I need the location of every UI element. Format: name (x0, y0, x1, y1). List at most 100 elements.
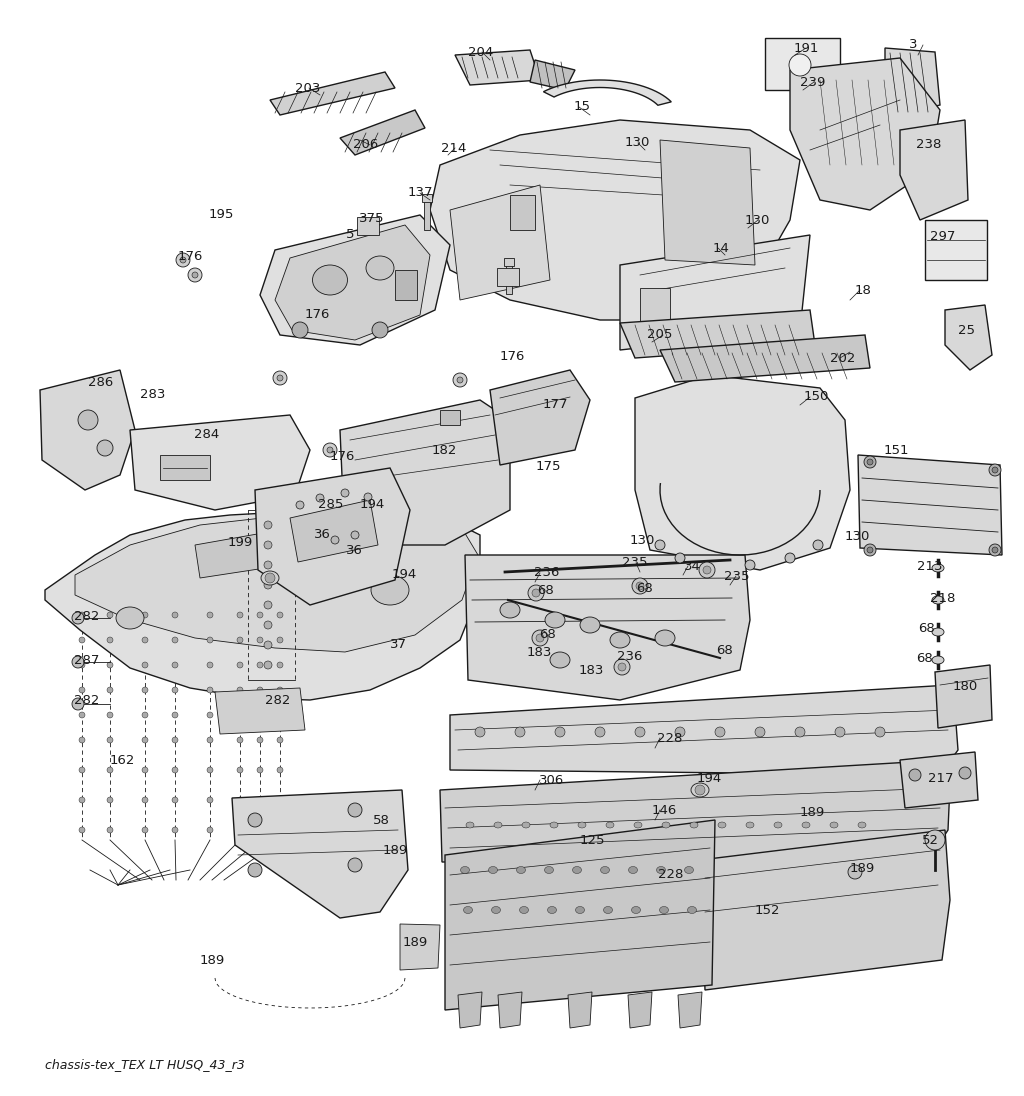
Text: 146: 146 (652, 803, 677, 817)
Ellipse shape (116, 607, 144, 629)
Circle shape (959, 767, 971, 779)
Circle shape (106, 737, 113, 743)
Text: 228: 228 (657, 731, 682, 744)
Circle shape (278, 662, 283, 667)
Ellipse shape (932, 596, 944, 604)
Ellipse shape (519, 906, 528, 913)
Circle shape (296, 501, 304, 509)
Text: 130: 130 (625, 137, 650, 149)
Circle shape (257, 687, 263, 693)
Text: 5: 5 (346, 228, 354, 241)
Ellipse shape (578, 822, 586, 827)
Circle shape (632, 578, 648, 594)
Text: 189: 189 (200, 954, 225, 967)
Polygon shape (75, 512, 478, 652)
Polygon shape (440, 760, 950, 861)
Circle shape (327, 447, 333, 453)
Circle shape (79, 827, 85, 833)
Polygon shape (490, 370, 590, 465)
Circle shape (992, 467, 998, 473)
Circle shape (142, 712, 148, 718)
Bar (424, 198, 430, 230)
Text: 130: 130 (745, 214, 770, 227)
Circle shape (925, 830, 945, 850)
Polygon shape (620, 310, 815, 358)
Circle shape (635, 727, 645, 737)
Text: 375: 375 (359, 212, 384, 225)
Circle shape (237, 767, 243, 773)
Circle shape (72, 698, 84, 710)
Circle shape (207, 737, 213, 743)
Text: 176: 176 (305, 308, 331, 321)
Circle shape (264, 641, 272, 649)
Bar (925, 220, 987, 279)
Ellipse shape (790, 54, 811, 76)
Text: 236: 236 (617, 651, 642, 663)
Circle shape (79, 637, 85, 643)
Ellipse shape (684, 867, 693, 874)
Circle shape (142, 737, 148, 743)
Ellipse shape (629, 867, 638, 874)
Circle shape (257, 637, 263, 643)
Circle shape (106, 662, 113, 667)
Ellipse shape (494, 822, 502, 827)
Circle shape (278, 827, 283, 833)
Text: 238: 238 (916, 138, 941, 151)
Text: 68: 68 (539, 628, 556, 641)
Text: 189: 189 (383, 844, 409, 856)
Text: 58: 58 (373, 813, 390, 826)
Ellipse shape (488, 867, 498, 874)
Polygon shape (660, 335, 870, 383)
Ellipse shape (461, 867, 469, 874)
Circle shape (835, 727, 845, 737)
Circle shape (278, 737, 283, 743)
Circle shape (614, 659, 630, 675)
Bar (440, 410, 460, 425)
Circle shape (864, 544, 876, 556)
Text: 214: 214 (441, 141, 466, 155)
Circle shape (193, 272, 198, 278)
Circle shape (79, 687, 85, 693)
Circle shape (755, 727, 765, 737)
Text: 15: 15 (574, 101, 591, 114)
Text: 205: 205 (647, 329, 673, 342)
Circle shape (172, 712, 178, 718)
Ellipse shape (632, 906, 640, 913)
Circle shape (457, 377, 463, 383)
Circle shape (636, 582, 644, 590)
Text: 177: 177 (543, 399, 568, 411)
Text: 176: 176 (500, 351, 525, 364)
Circle shape (248, 863, 262, 877)
Text: 297: 297 (930, 229, 955, 242)
Circle shape (172, 687, 178, 693)
Circle shape (142, 767, 148, 773)
Polygon shape (620, 235, 810, 350)
Polygon shape (430, 119, 800, 320)
Polygon shape (945, 305, 992, 370)
Circle shape (703, 566, 711, 574)
Ellipse shape (655, 630, 675, 646)
Circle shape (237, 712, 243, 718)
Circle shape (341, 489, 349, 496)
Text: 68: 68 (916, 652, 933, 665)
Circle shape (555, 727, 565, 737)
Circle shape (874, 727, 885, 737)
Text: 284: 284 (194, 427, 219, 441)
Ellipse shape (516, 867, 525, 874)
Circle shape (106, 797, 113, 803)
Text: 151: 151 (884, 444, 909, 457)
Ellipse shape (932, 657, 944, 664)
Polygon shape (400, 924, 440, 970)
Ellipse shape (634, 822, 642, 827)
Text: 180: 180 (953, 681, 978, 694)
Polygon shape (700, 830, 950, 990)
Circle shape (699, 562, 715, 578)
Text: 217: 217 (928, 772, 953, 785)
Ellipse shape (662, 822, 670, 827)
Circle shape (257, 737, 263, 743)
Bar (357, 217, 379, 235)
Polygon shape (295, 516, 388, 558)
Circle shape (172, 637, 178, 643)
Circle shape (237, 637, 243, 643)
Polygon shape (232, 790, 408, 918)
